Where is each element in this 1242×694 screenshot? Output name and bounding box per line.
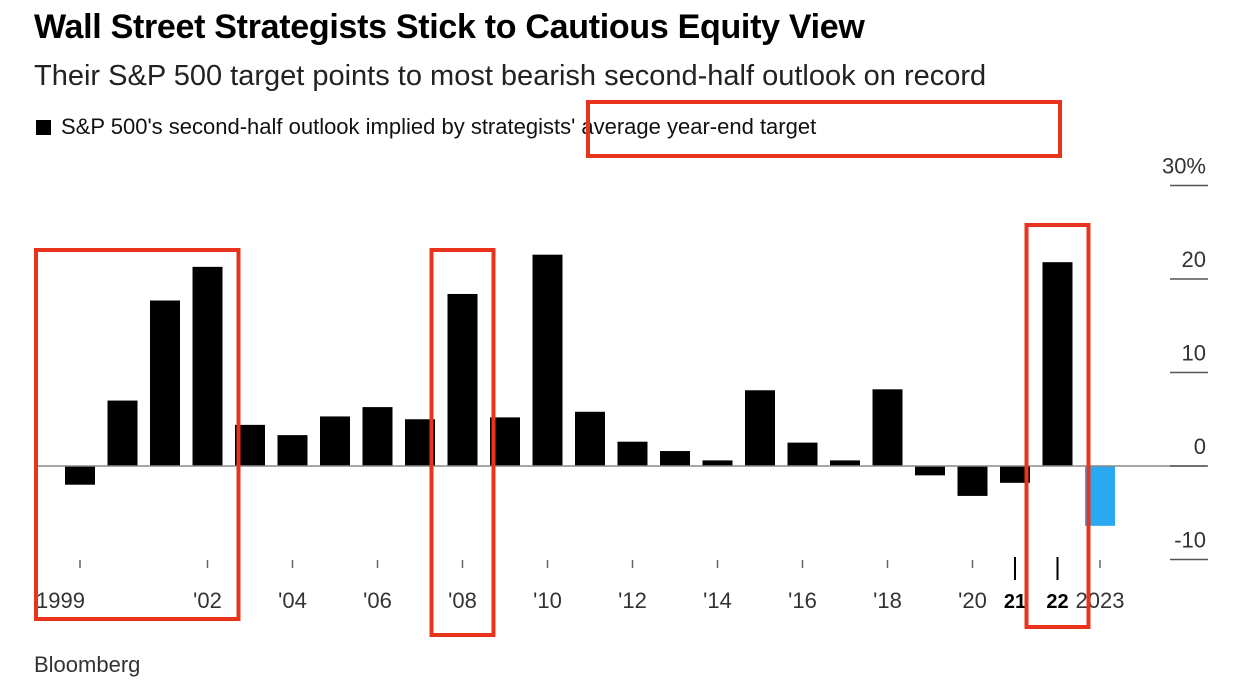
- y-tick-label-20: 20: [1182, 247, 1206, 272]
- x-tick-label-2004: '04: [278, 588, 307, 613]
- bar-1999: [65, 466, 95, 485]
- chart-title: Wall Street Strategists Stick to Cautiou…: [34, 8, 865, 46]
- bar-2010: [532, 254, 563, 466]
- bar-2002: [192, 266, 223, 466]
- bar-2005: [320, 416, 350, 466]
- bar-2012: [617, 441, 648, 466]
- y-tick-label-30: 30%: [1162, 154, 1206, 179]
- source-label: Bloomberg: [34, 652, 141, 677]
- bar-2008: [447, 293, 478, 466]
- bar-2022: [1042, 262, 1073, 466]
- y-tick-label--10: -10: [1174, 528, 1206, 553]
- bar-2017: [830, 460, 860, 466]
- x-tick-label-2016: '16: [788, 588, 817, 613]
- x-tick-label-2014: '14: [703, 588, 732, 613]
- bar-2016: [787, 442, 818, 466]
- bar-2021: [1000, 466, 1030, 483]
- annotation-layer: [34, 100, 1091, 637]
- y-tick-label-0: 0: [1194, 434, 1206, 459]
- annotation-box-2008: [429, 248, 496, 637]
- bar-2019: [915, 466, 945, 476]
- bar-2011: [575, 411, 605, 466]
- x-tick-label-2020: '20: [958, 588, 987, 613]
- bar-2018: [872, 389, 903, 466]
- x-tick-label-2023: 2023: [1076, 588, 1125, 613]
- chart-subtitle: Their S&P 500 target points to most bear…: [34, 60, 987, 92]
- bar-2001: [150, 300, 180, 466]
- x-tick-label-2002: '02: [193, 588, 222, 613]
- bar-2000: [107, 400, 138, 466]
- y-tick-label-10: 10: [1182, 341, 1206, 366]
- axis-layer: 30% 20 10 0 -10 1999 '02 '04 '06 '08 '10 '12 '14 '16 '…: [36, 154, 1208, 613]
- x-tick-label-1999: 1999: [36, 588, 85, 613]
- legend-label: S&P 500's second-half outlook implied by…: [61, 114, 817, 139]
- x-tick-label-2008: '08: [448, 588, 477, 613]
- x-tick-label-2010: '10: [533, 588, 562, 613]
- bar-2015: [745, 390, 775, 466]
- chart-legend: S&P 500's second-half outlook implied by…: [36, 114, 816, 140]
- x-tick-label-2018: '18: [873, 588, 902, 613]
- bar-2013: [660, 451, 690, 466]
- bar-2006: [362, 407, 393, 466]
- annotation-box-1999-2002: [34, 248, 241, 621]
- legend-swatch: [36, 119, 51, 135]
- bar-2020: [957, 466, 988, 496]
- x-tick-label-2012: '12: [618, 588, 647, 613]
- annotation-box-legend: [586, 100, 1062, 158]
- bar-2004: [277, 435, 308, 466]
- bar-2014: [702, 460, 733, 466]
- bars-layer: [65, 254, 1115, 526]
- annotation-box-2022: [1024, 223, 1091, 629]
- x-tick-label-2021: 21: [1004, 591, 1026, 613]
- x-tick-label-2022: 22: [1046, 591, 1068, 613]
- x-tick-label-2006: '06: [363, 588, 392, 613]
